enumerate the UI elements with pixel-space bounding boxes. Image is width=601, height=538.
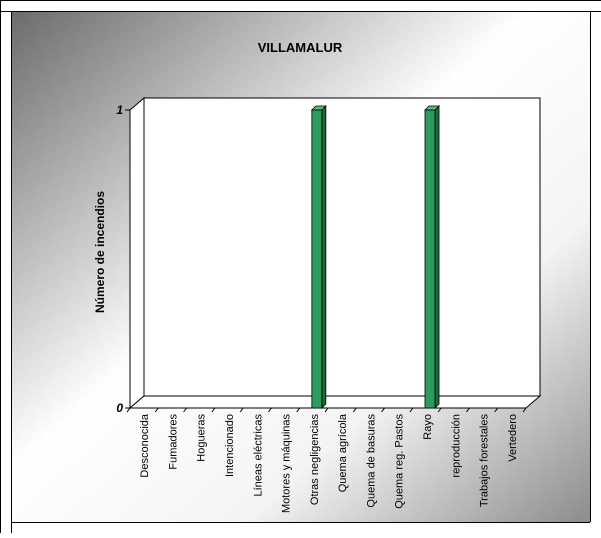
x-tick-mark [154, 407, 159, 413]
plot-back-wall [143, 97, 541, 397]
x-tick-label: Líneas eléctricas [252, 414, 264, 497]
y-tick-label: 0 [116, 401, 123, 415]
x-tick-label: Otras negligencias [309, 414, 321, 506]
x-tick-mark [239, 407, 244, 413]
x-tick-mark [494, 407, 499, 413]
x-tick-label: Trabajos forestales [479, 414, 491, 508]
x-tick-label: Quema agrícola [337, 413, 349, 492]
y-tick-label: 1 [116, 103, 123, 117]
x-tick-label: Hogueras [196, 414, 208, 462]
x-tick-label: Quema reg. Pastos [394, 414, 406, 509]
x-tick-mark [183, 407, 187, 413]
x-tick-label: Intencionado [224, 414, 236, 477]
x-tick-mark [437, 407, 442, 413]
x-tick-mark [381, 407, 385, 413]
bars [310, 105, 440, 409]
x-axis-labels: Desconocida Fumadores Hogueras Intencionado… [126, 407, 527, 514]
bar [424, 105, 440, 409]
x-tick-mark [324, 407, 329, 413]
bar [310, 105, 327, 409]
chart-title: VILLAMALUR [258, 40, 343, 55]
x-tick-label: reproducción [450, 414, 462, 478]
x-tick-mark [211, 407, 216, 413]
x-tick-label: Rayo [422, 414, 434, 440]
x-tick-label: Quema de basuras [365, 414, 377, 508]
x-tick-mark [268, 407, 272, 413]
x-tick-label: Motores y máquinas [281, 414, 293, 514]
plot-side-wall [129, 96, 145, 410]
y-axis-ticks: 01 [116, 103, 130, 415]
x-tick-mark [522, 407, 527, 413]
y-axis-label: Número de incendios [93, 191, 107, 313]
x-tick-label: Fumadores [167, 414, 179, 470]
x-tick-label: Vertedero [507, 414, 519, 462]
x-tick-mark [466, 407, 470, 413]
x-tick-mark [409, 407, 414, 413]
x-tick-mark [296, 407, 301, 413]
x-tick-mark [352, 407, 357, 413]
x-tick-mark [126, 407, 131, 413]
plot-floor [128, 395, 542, 409]
x-tick-label: Desconocida [139, 413, 151, 477]
